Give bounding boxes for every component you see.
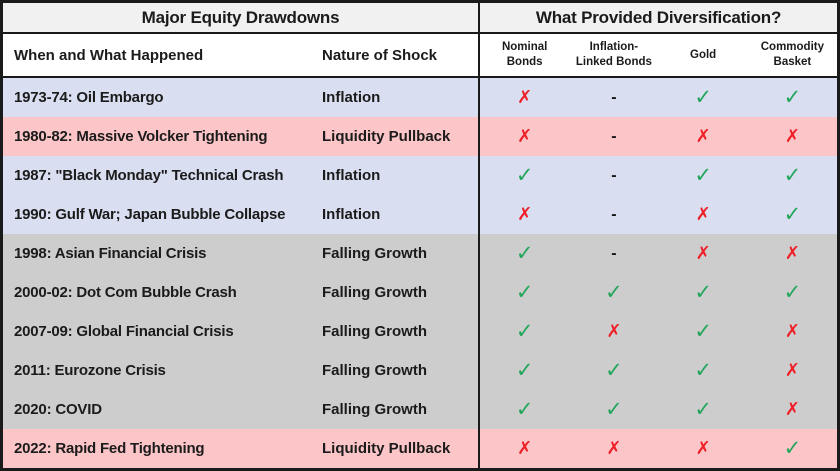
table-row: 1990: Gulf War; Japan Bubble Collapse Inf… bbox=[3, 195, 837, 234]
column-header-row: When and What Happened Nature of Shock N… bbox=[3, 34, 837, 78]
check-icon: ✓ bbox=[694, 320, 712, 343]
column-header-gold: Gold bbox=[690, 48, 717, 61]
check-icon: ✓ bbox=[515, 164, 534, 187]
row-shock-label: Liquidity Pullback bbox=[322, 440, 451, 457]
column-header-left-group: When and What Happened Nature of Shock bbox=[3, 34, 478, 76]
column-header-inflation-linked-bonds: Inflation- Linked Bonds bbox=[575, 41, 652, 68]
dash-icon: - bbox=[611, 127, 617, 145]
x-icon: ✗ bbox=[517, 204, 533, 224]
x-icon: ✗ bbox=[606, 438, 622, 458]
table-row: 1973-74: Oil Embargo Inflation ✗ - ✓ ✓ bbox=[3, 78, 837, 117]
x-icon: ✗ bbox=[695, 126, 711, 146]
x-icon: ✗ bbox=[784, 360, 800, 380]
dash-icon: - bbox=[611, 205, 617, 223]
x-icon: ✗ bbox=[695, 243, 711, 263]
table-title-row: Major Equity Drawdowns What Provided Div… bbox=[3, 3, 837, 34]
check-icon: ✓ bbox=[605, 398, 623, 421]
row-event-label: 2022: Rapid Fed Tightening bbox=[14, 440, 205, 457]
table-row: 1980-82: Massive Volcker Tightening Liqui… bbox=[3, 117, 837, 156]
row-diversification-marks: ✗ - ✗ ✓ bbox=[478, 195, 837, 234]
column-header-commodity-basket: Commodity Basket bbox=[760, 41, 824, 68]
x-icon: ✗ bbox=[517, 438, 533, 458]
check-icon: ✓ bbox=[694, 359, 712, 382]
table-row: 2022: Rapid Fed Tightening Liquidity Pull… bbox=[3, 429, 837, 468]
row-shock-label: Liquidity Pullback bbox=[322, 128, 451, 145]
row-diversification-marks: ✓ ✓ ✓ ✓ bbox=[478, 273, 837, 312]
table-row: 2020: COVID Falling Growth ✓ ✓ ✓ ✗ bbox=[3, 390, 837, 429]
check-icon: ✓ bbox=[694, 398, 712, 421]
row-shock-label: Falling Growth bbox=[322, 284, 427, 301]
row-diversification-marks: ✓ - ✗ ✗ bbox=[478, 234, 837, 273]
row-diversification-marks: ✓ ✓ ✓ ✗ bbox=[478, 351, 837, 390]
table-row: 1998: Asian Financial Crisis Falling Grow… bbox=[3, 234, 837, 273]
check-icon: ✓ bbox=[783, 281, 802, 304]
row-event-label: 1998: Asian Financial Crisis bbox=[14, 245, 207, 262]
row-diversification-marks: ✓ ✓ ✓ ✗ bbox=[478, 390, 837, 429]
column-header-nature-of-shock: Nature of Shock bbox=[322, 46, 438, 64]
check-icon: ✓ bbox=[783, 86, 802, 109]
row-event-label: 2011: Eurozone Crisis bbox=[14, 362, 166, 379]
x-icon: ✗ bbox=[606, 321, 622, 341]
row-event-label: 1973-74: Oil Embargo bbox=[14, 89, 164, 106]
check-icon: ✓ bbox=[783, 437, 802, 460]
column-header-nominal-bonds: Nominal Bonds bbox=[501, 41, 548, 68]
check-icon: ✓ bbox=[515, 281, 534, 304]
row-shock-label: Inflation bbox=[322, 167, 381, 184]
row-event-label: 2007-09: Global Financial Crisis bbox=[14, 323, 234, 340]
title-major-equity-drawdowns: Major Equity Drawdowns bbox=[141, 7, 340, 27]
table-row: 2011: Eurozone Crisis Falling Growth ✓ ✓ ✓ ✗ bbox=[3, 351, 837, 390]
check-icon: ✓ bbox=[515, 242, 534, 265]
dash-icon: - bbox=[611, 166, 617, 184]
row-event-label: 1980-82: Massive Volcker Tightening bbox=[14, 128, 268, 145]
x-icon: ✗ bbox=[784, 126, 800, 146]
row-event-label: 2020: COVID bbox=[14, 401, 102, 418]
row-shock-label: Falling Growth bbox=[322, 362, 427, 379]
check-icon: ✓ bbox=[783, 164, 802, 187]
column-header-when-and-what-happened: When and What Happened bbox=[14, 46, 204, 64]
table-row: 2000-02: Dot Com Bubble Crash Falling Gro… bbox=[3, 273, 837, 312]
row-shock-label: Inflation bbox=[322, 89, 381, 106]
row-event-label: 1987: "Black Monday" Technical Crash bbox=[14, 167, 284, 184]
row-event-label: 2000-02: Dot Com Bubble Crash bbox=[14, 284, 237, 301]
row-shock-label: Falling Growth bbox=[322, 323, 427, 340]
x-icon: ✗ bbox=[695, 204, 711, 224]
x-icon: ✗ bbox=[695, 438, 711, 458]
check-icon: ✓ bbox=[605, 359, 623, 382]
dash-icon: - bbox=[611, 244, 617, 262]
row-shock-label: Falling Growth bbox=[322, 401, 427, 418]
check-icon: ✓ bbox=[694, 164, 712, 187]
row-shock-label: Falling Growth bbox=[322, 245, 427, 262]
check-icon: ✓ bbox=[783, 203, 802, 226]
x-icon: ✗ bbox=[784, 321, 800, 341]
row-shock-label: Inflation bbox=[322, 206, 381, 223]
check-icon: ✓ bbox=[694, 86, 712, 109]
row-diversification-marks: ✓ ✗ ✓ ✗ bbox=[478, 312, 837, 351]
x-icon: ✗ bbox=[517, 87, 533, 107]
title-what-provided-diversification: What Provided Diversification? bbox=[478, 3, 837, 32]
row-diversification-marks: ✗ - ✗ ✗ bbox=[478, 117, 837, 156]
dash-icon: - bbox=[611, 88, 617, 106]
table-body: 1973-74: Oil Embargo Inflation ✗ - ✓ ✓ 1980-82… bbox=[3, 78, 837, 468]
check-icon: ✓ bbox=[515, 398, 534, 421]
row-diversification-marks: ✗ ✗ ✗ ✓ bbox=[478, 429, 837, 468]
check-icon: ✓ bbox=[694, 281, 712, 304]
x-icon: ✗ bbox=[517, 126, 533, 146]
x-icon: ✗ bbox=[784, 243, 800, 263]
row-diversification-marks: ✓ - ✓ ✓ bbox=[478, 156, 837, 195]
check-icon: ✓ bbox=[515, 359, 534, 382]
row-diversification-marks: ✗ - ✓ ✓ bbox=[478, 78, 837, 117]
x-icon: ✗ bbox=[784, 399, 800, 419]
table-row: 2007-09: Global Financial Crisis Falling … bbox=[3, 312, 837, 351]
check-icon: ✓ bbox=[515, 320, 534, 343]
check-icon: ✓ bbox=[605, 281, 623, 304]
table-row: 1987: "Black Monday" Technical Crash Infl… bbox=[3, 156, 837, 195]
row-event-label: 1990: Gulf War; Japan Bubble Collapse bbox=[14, 206, 286, 223]
column-header-assets-group: Nominal Bonds Inflation- Linked Bonds Gold… bbox=[478, 34, 837, 76]
